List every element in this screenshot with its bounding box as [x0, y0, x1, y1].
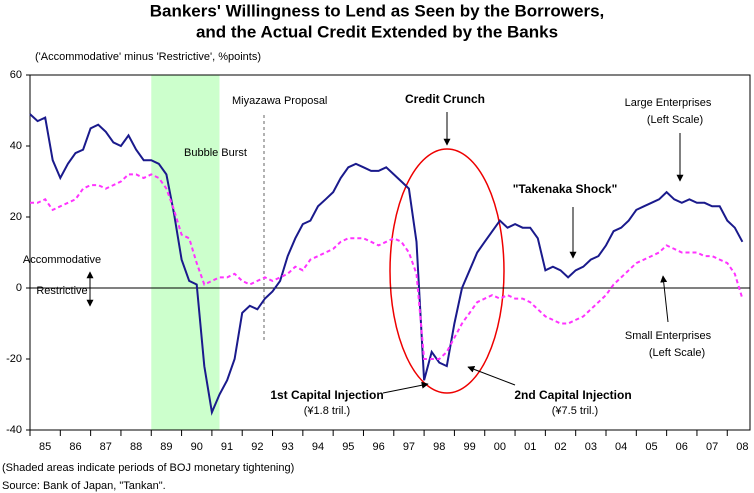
annotation: Bubble Burst [184, 147, 247, 159]
arrow [660, 275, 669, 323]
series-label: Large Enterprises [625, 97, 712, 109]
annotation: Miyazawa Proposal [232, 95, 327, 107]
arrow [467, 365, 516, 386]
x-tick-label: 95 [342, 441, 354, 453]
annotation: Restrictive [36, 285, 87, 297]
x-tick-label: 86 [69, 441, 81, 453]
y-tick-label: 0 [16, 282, 22, 294]
x-tick-label: 89 [160, 441, 172, 453]
x-tick-label: 06 [676, 441, 688, 453]
annotation: (Left Scale) [649, 347, 705, 359]
y-tick-label: 20 [10, 211, 22, 223]
arrow [382, 381, 429, 394]
shaded-period [151, 75, 220, 430]
x-tick-label: 85 [39, 441, 51, 453]
x-tick-label: 99 [463, 441, 475, 453]
shade-layer [151, 75, 220, 430]
plot-frame [29, 74, 751, 431]
series-label: Small Enterprises [625, 330, 712, 342]
series-line [29, 113, 744, 416]
annotation: 2nd Capital Injection [514, 388, 631, 402]
y-tick-label: -20 [6, 353, 22, 365]
x-tick-label: 92 [251, 441, 263, 453]
x-tick-label: 08 [736, 441, 748, 453]
annotation: 1st Capital Injection [270, 388, 383, 402]
series-line [30, 173, 744, 360]
source: Source: Bank of Japan, "Tankan". [2, 480, 166, 492]
annotation: Accommodative [23, 254, 101, 266]
y-tick-label: 60 [10, 69, 22, 81]
x-tick-label: 00 [494, 441, 506, 453]
chart-title: Bankers' Willingness to Lend as Seen by … [150, 1, 605, 20]
x-tick-label: 88 [130, 441, 142, 453]
highlight-ellipse [389, 148, 505, 394]
note: (Shaded areas indicate periods of BOJ mo… [2, 462, 294, 474]
x-tick-label: 93 [282, 441, 294, 453]
x-tick-label: 01 [524, 441, 536, 453]
x-tick-label: 04 [615, 441, 627, 453]
x-tick-label: 91 [221, 441, 233, 453]
chart-title: and the Actual Credit Extended by the Ba… [196, 22, 558, 41]
y-tick-label: 40 [10, 140, 22, 152]
x-tick-label: 05 [645, 441, 657, 453]
x-tick-label: 03 [585, 441, 597, 453]
y-tick-label: -40 [6, 424, 22, 436]
x-tick-label: 96 [373, 441, 385, 453]
x-tick-label: 90 [191, 441, 203, 453]
annotation: (¥7.5 tril.) [552, 405, 598, 417]
annotation: (Left Scale) [647, 114, 703, 126]
annotation: Credit Crunch [405, 92, 485, 106]
x-tick-label: 97 [403, 441, 415, 453]
chart-subtitle: ('Accommodative' minus 'Restrictive', %p… [35, 51, 261, 63]
x-tick-label: 07 [706, 441, 718, 453]
x-tick-label: 02 [554, 441, 566, 453]
x-tick-label: 87 [100, 441, 112, 453]
x-tick-label: 94 [312, 441, 324, 453]
x-tick-label: 98 [433, 441, 445, 453]
annotation: "Takenaka Shock" [513, 182, 618, 196]
annotation: (¥1.8 tril.) [304, 405, 350, 417]
